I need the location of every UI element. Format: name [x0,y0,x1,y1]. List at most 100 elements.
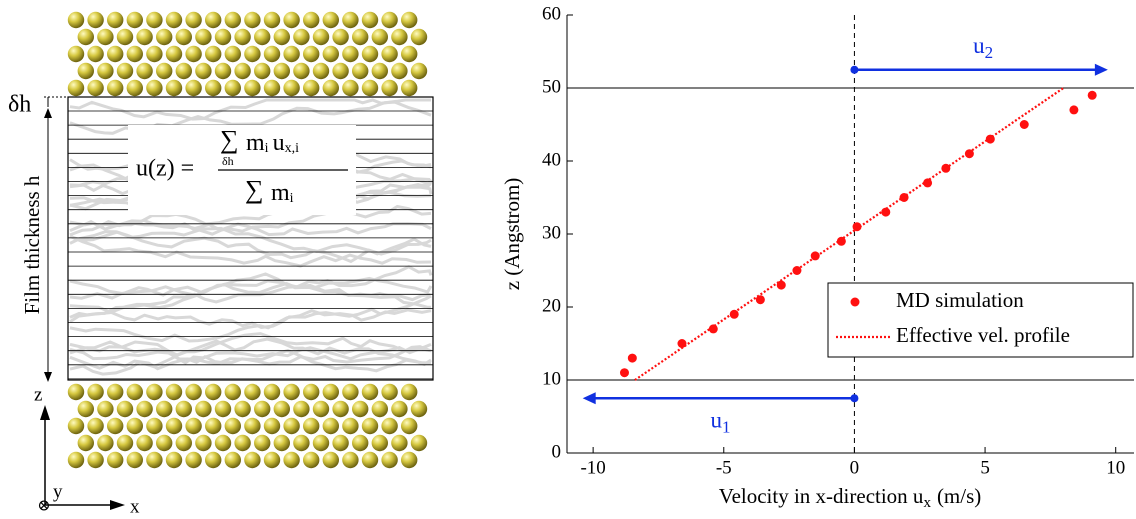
atom [175,62,192,80]
atom [371,400,388,418]
thickness-label: Film thickness h [20,175,44,314]
atom [244,383,261,401]
atom [273,434,290,452]
label-sub: 2 [985,43,994,62]
atom [332,62,349,80]
legend-box [827,282,1134,358]
y-tick-label: 60 [542,3,561,24]
molecule-chain [69,308,432,343]
film-box [67,96,434,381]
atom [361,417,379,435]
atom [410,62,428,80]
sub: i [265,141,269,156]
molecule-chain [69,332,432,357]
data-point [964,149,974,159]
molecule-chain [69,265,433,297]
atom [224,79,241,97]
atom [107,11,124,29]
atom [126,11,143,29]
atom [67,383,85,401]
atom [361,383,379,401]
atom [361,11,379,29]
atom [371,434,388,452]
atom [410,400,428,418]
atom [185,383,202,401]
atom [254,400,271,418]
atom [165,11,183,29]
atom [165,417,183,435]
data-point [755,295,765,305]
atom [303,383,320,401]
atom [234,434,251,452]
var: u [273,130,285,156]
label-sub: 1 [722,417,731,436]
atom [224,45,241,63]
atom [205,11,222,29]
atom [371,28,388,46]
atom [107,383,124,401]
atom [283,79,300,97]
molecule-chain [69,218,432,256]
atom [205,45,222,63]
atom [332,28,349,46]
atom [312,62,330,80]
atom [77,28,95,46]
atom [283,451,300,469]
atom [175,434,192,452]
atom [283,417,300,435]
atom [401,79,418,97]
atom [263,45,281,63]
data-point [1069,105,1079,115]
atom [234,28,251,46]
atom [263,417,281,435]
y-tick-label: 30 [542,222,561,243]
atom [146,417,163,435]
atom [165,79,183,97]
atom [283,45,300,63]
atom [107,451,124,469]
atom [303,451,320,469]
atom [332,434,349,452]
atom [352,400,369,418]
atom [391,28,408,46]
atom [303,79,320,97]
atom [185,11,202,29]
atom [214,434,232,452]
atom [381,11,398,29]
formula-text: mi [271,180,294,207]
atom [352,28,369,46]
arrow-origin [850,65,859,74]
atom [273,28,290,46]
atom [87,417,104,435]
y-axis-label: z (Angstrom) [500,178,524,291]
atom [146,45,163,63]
atom [185,451,202,469]
atom [116,28,134,46]
atom [146,451,163,469]
atom [146,79,163,97]
atom [263,79,281,97]
arrow-head [1094,63,1108,76]
atom [410,434,428,452]
atom [283,383,300,401]
atom [244,79,261,97]
sub: x,i [285,141,300,156]
sum: ∑ [245,175,264,204]
data-point [708,324,718,334]
atom [312,400,330,418]
atom [77,62,95,80]
arrow-origin [850,394,859,403]
atom [322,79,339,97]
label-text: u [973,33,985,58]
atom [116,434,134,452]
atom [342,11,359,29]
delta-h-label: δh [8,92,31,118]
molecule-chain [69,222,432,245]
atom [97,400,114,418]
atom [322,45,339,63]
label-unit: (m/s) [937,484,981,508]
atom [156,400,173,418]
atom [322,417,339,435]
x-axis-label: Velocity in x-direction ux (m/s) [719,484,982,512]
